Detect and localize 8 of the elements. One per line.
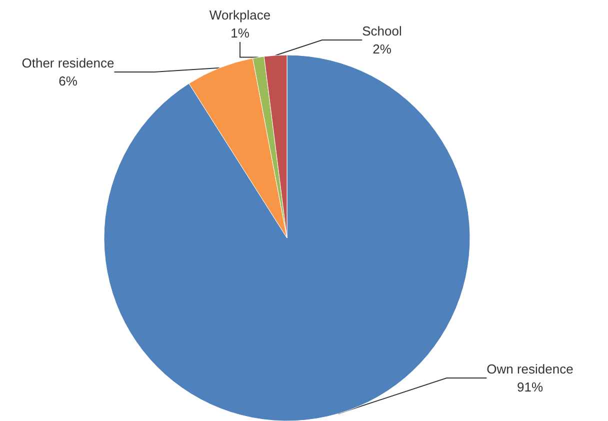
data-label: 2% (372, 42, 392, 56)
data-label: 6% (58, 74, 78, 88)
slice-label: Other residence (22, 56, 114, 70)
data-label: 1% (230, 26, 250, 40)
data-label: 91% (516, 380, 544, 394)
slice-label: Workplace (209, 8, 271, 22)
slice-label: School (362, 24, 402, 38)
slice-label: Own residence (486, 362, 574, 376)
